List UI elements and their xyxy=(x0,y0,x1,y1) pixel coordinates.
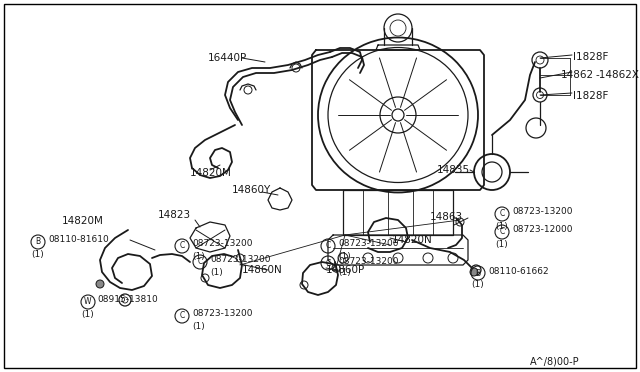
Text: -14862X: -14862X xyxy=(595,70,639,80)
Text: 16440P: 16440P xyxy=(208,53,247,63)
Text: 08723-13200: 08723-13200 xyxy=(338,240,399,248)
Text: 14860N: 14860N xyxy=(242,265,283,275)
Text: 08723-13200: 08723-13200 xyxy=(338,257,399,266)
Text: 14863: 14863 xyxy=(430,212,463,222)
Circle shape xyxy=(96,280,104,288)
Text: (1): (1) xyxy=(82,310,94,318)
Text: 08110-81610: 08110-81610 xyxy=(48,235,109,244)
Text: (1): (1) xyxy=(472,280,484,289)
Text: 14835: 14835 xyxy=(437,165,470,175)
Text: (1): (1) xyxy=(338,269,351,278)
Text: (1): (1) xyxy=(495,240,508,248)
Text: 08110-61662: 08110-61662 xyxy=(488,266,548,276)
Text: 14820M: 14820M xyxy=(62,216,104,226)
Text: 08723-13200: 08723-13200 xyxy=(192,310,253,318)
Text: (1): (1) xyxy=(192,321,205,330)
Text: C: C xyxy=(325,241,331,250)
Text: C: C xyxy=(499,209,504,218)
Text: B: B xyxy=(35,237,40,247)
Text: 08723-12000: 08723-12000 xyxy=(512,225,573,234)
Circle shape xyxy=(470,268,478,276)
Text: 14820M: 14820M xyxy=(190,168,232,178)
Text: 14820N: 14820N xyxy=(392,235,433,245)
Text: C: C xyxy=(197,257,203,266)
Text: (1): (1) xyxy=(210,267,223,276)
Text: 08723-13200: 08723-13200 xyxy=(192,240,253,248)
Text: (1): (1) xyxy=(192,251,205,260)
Text: C: C xyxy=(179,311,184,321)
Text: C: C xyxy=(325,259,331,267)
Text: 08723-13200: 08723-13200 xyxy=(512,208,573,217)
Text: A^/8)00-P: A^/8)00-P xyxy=(531,356,580,366)
Text: C: C xyxy=(179,241,184,250)
Text: 08915-13810: 08915-13810 xyxy=(97,295,157,305)
Text: 14860Y: 14860Y xyxy=(232,185,271,195)
Text: W: W xyxy=(84,298,92,307)
Text: 08723-13200: 08723-13200 xyxy=(210,256,271,264)
Text: I1828F: I1828F xyxy=(573,91,609,101)
Text: (1): (1) xyxy=(338,251,351,260)
Text: 14823: 14823 xyxy=(158,210,191,220)
Text: I1828F: I1828F xyxy=(573,52,609,62)
Text: 14862: 14862 xyxy=(561,70,594,80)
Text: (1): (1) xyxy=(495,221,508,231)
Text: B: B xyxy=(476,269,481,278)
Text: 14860P: 14860P xyxy=(326,265,365,275)
Text: C: C xyxy=(499,228,504,237)
Text: (1): (1) xyxy=(31,250,44,260)
